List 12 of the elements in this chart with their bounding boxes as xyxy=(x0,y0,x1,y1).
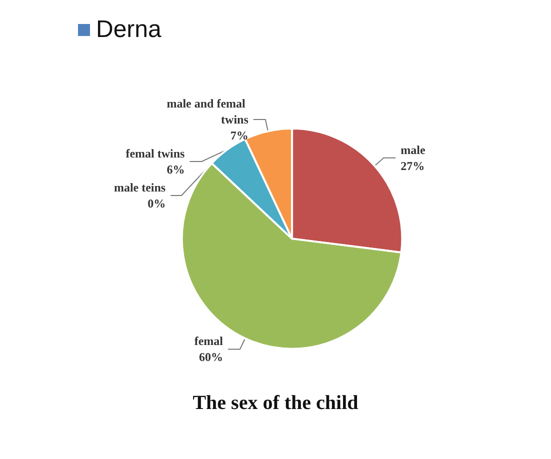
text: The sex of the child xyxy=(192,392,358,414)
text: 7% xyxy=(230,128,248,142)
text: 0% xyxy=(148,196,166,210)
slice-label: male xyxy=(400,142,426,157)
slice-label: Derna xyxy=(96,16,162,44)
slice-label: male and femal twins xyxy=(166,96,249,126)
text: 60% xyxy=(199,350,224,364)
category-label: male teins xyxy=(114,180,166,194)
text: 27% xyxy=(400,158,425,173)
slice-label: femal xyxy=(194,334,224,348)
slice-label: femal twins xyxy=(126,146,186,160)
text: 6% xyxy=(166,162,185,176)
